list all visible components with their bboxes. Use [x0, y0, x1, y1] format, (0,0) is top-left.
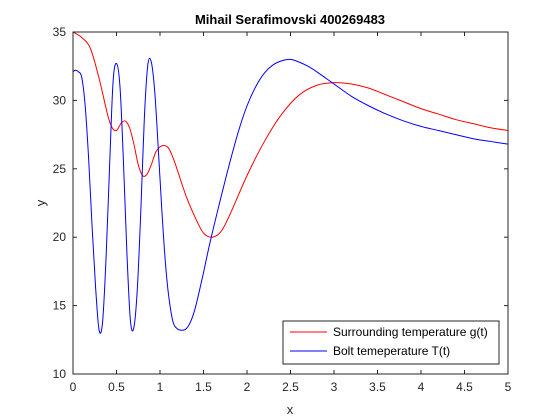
y-tick-label: 35	[53, 25, 67, 39]
y-tick-label: 15	[53, 299, 67, 313]
series-layer	[72, 31, 509, 334]
legend-label-bolt-temperature: Bolt temeperature T(t)	[333, 344, 450, 358]
legend-box	[282, 320, 500, 365]
legend: Surrounding temperature g(t) Bolt temepe…	[282, 320, 500, 365]
x-axis-ticks: 0 0.5 1 1.5 2 2.5 3 3.5 4 4.5 5	[70, 32, 512, 394]
x-tick-label: 4.5	[456, 380, 473, 394]
x-tick-label: 5	[505, 380, 512, 394]
x-tick-label: 0	[70, 380, 77, 394]
x-axis-label: x	[287, 402, 294, 417]
x-tick-label: 3.5	[369, 380, 386, 394]
y-tick-label: 30	[53, 93, 67, 107]
x-tick-label: 2.5	[282, 380, 299, 394]
series-line-bolt-temperature	[72, 57, 509, 334]
legend-label-surrounding-temperature: Surrounding temperature g(t)	[333, 325, 488, 339]
x-tick-label: 3	[331, 380, 338, 394]
x-tick-label: 1	[157, 380, 164, 394]
x-tick-label: 2	[244, 380, 251, 394]
y-tick-label: 10	[53, 367, 67, 381]
chart-title: Mihail Serafimovski 400269483	[195, 12, 385, 27]
y-tick-label: 25	[53, 162, 67, 176]
y-axis-ticks: 10 15 20 25 30 35	[53, 25, 508, 381]
y-tick-label: 20	[53, 230, 67, 244]
y-axis-label: y	[33, 199, 48, 206]
x-tick-label: 0.5	[108, 380, 125, 394]
x-tick-label: 4	[418, 380, 425, 394]
x-tick-label: 1.5	[195, 380, 212, 394]
series-line-surrounding-temperature	[72, 31, 509, 238]
